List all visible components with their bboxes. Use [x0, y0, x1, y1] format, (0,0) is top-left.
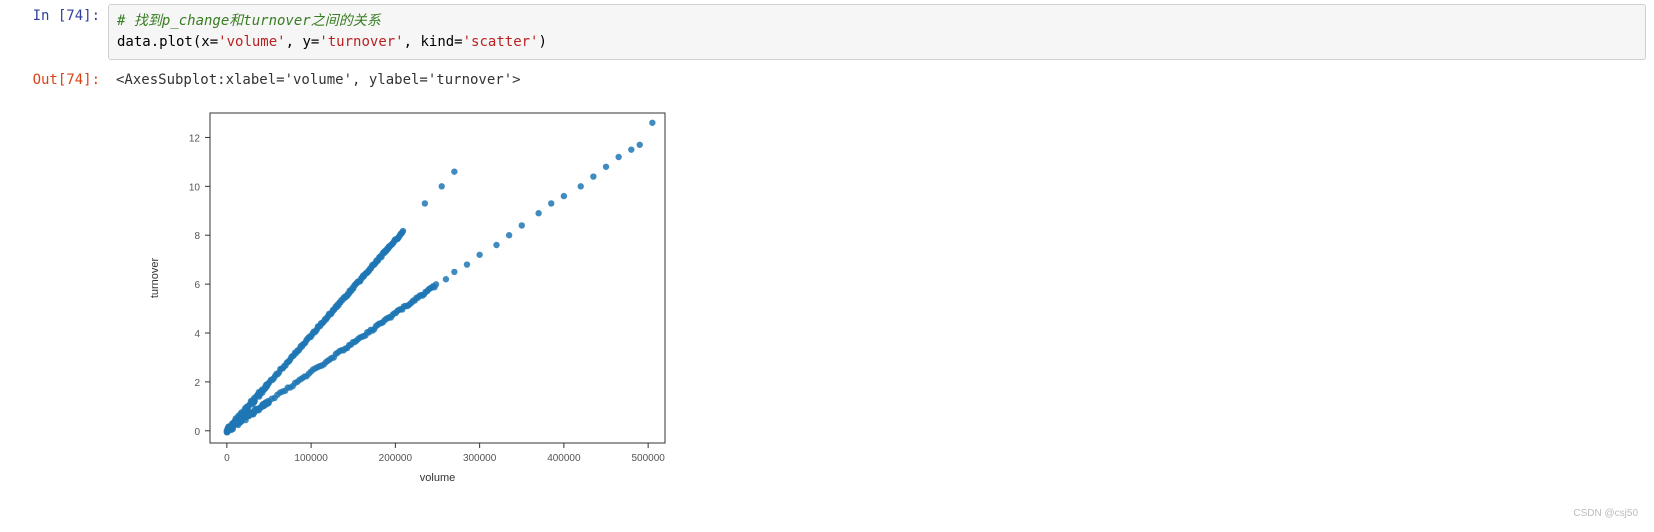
- code-text: ): [538, 34, 546, 50]
- watermark: CSDN @csj50: [1573, 508, 1638, 519]
- code-input[interactable]: # 找到p_change和turnover之间的关系 data.plot(x='…: [108, 4, 1646, 60]
- in-prompt: In [74]:: [0, 0, 108, 24]
- chart-svg: 0 100000 200000 300000 400000 500000 0 2 4 6 8 10 12…: [140, 103, 680, 493]
- code-string: 'scatter': [463, 34, 539, 50]
- output-cell: Out[74]: <AxesSubplot:xlabel='volume', y…: [0, 64, 1654, 97]
- svg-text:volume: volume: [420, 472, 455, 484]
- svg-text:turnover: turnover: [149, 257, 161, 298]
- svg-text:500000: 500000: [631, 453, 665, 464]
- svg-text:200000: 200000: [379, 453, 413, 464]
- svg-text:10: 10: [189, 182, 201, 193]
- out-prompt: Out[74]:: [0, 64, 108, 88]
- svg-text:2: 2: [194, 378, 200, 389]
- svg-text:0: 0: [224, 453, 230, 464]
- svg-text:0: 0: [194, 427, 200, 438]
- code-text: , kind=: [404, 34, 463, 50]
- code-text: , y=: [286, 34, 320, 50]
- code-string: 'turnover': [319, 34, 403, 50]
- code-string: 'volume': [218, 34, 285, 50]
- svg-text:12: 12: [189, 133, 201, 144]
- scatter-chart: 0 100000 200000 300000 400000 500000 0 2 4 6 8 10 12…: [140, 103, 1654, 498]
- svg-text:100000: 100000: [294, 453, 328, 464]
- code-text: data.plot(x=: [117, 34, 218, 50]
- input-cell: In [74]: # 找到p_change和turnover之间的关系 data…: [0, 0, 1654, 64]
- svg-text:4: 4: [194, 329, 200, 340]
- svg-text:6: 6: [194, 280, 200, 291]
- code-comment: # 找到p_change和turnover之间的关系: [117, 13, 381, 29]
- output-text: <AxesSubplot:xlabel='volume', ylabel='tu…: [108, 64, 1654, 97]
- svg-text:300000: 300000: [463, 453, 497, 464]
- svg-text:8: 8: [194, 231, 200, 242]
- svg-text:400000: 400000: [547, 453, 581, 464]
